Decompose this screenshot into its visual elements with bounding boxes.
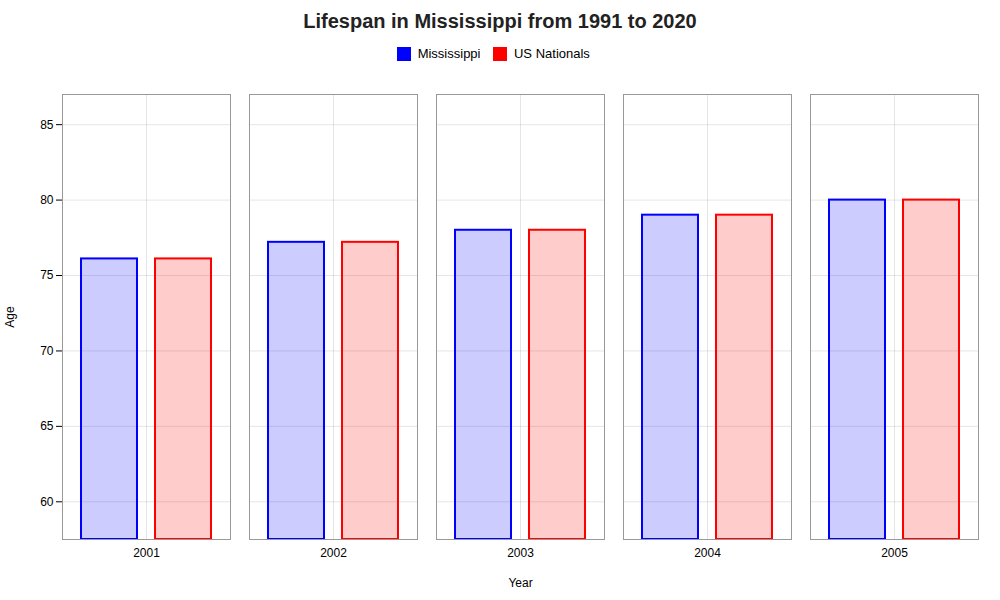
- svg-text:80: 80: [40, 192, 54, 206]
- html-text:Mississippi: Mississippi: [417, 46, 481, 61]
- html-text:Lifespan in Mississippi from 1: Lifespan in Mississippi from 1991 to 202…: [303, 10, 697, 32]
- svg-text:2001: 2001: [133, 546, 160, 560]
- svg-text:2002: 2002: [320, 546, 347, 560]
- svg-text:2004: 2004: [694, 546, 721, 560]
- svg-text:65: 65: [40, 419, 54, 433]
- svg-text:85: 85: [40, 117, 54, 131]
- svg-text:60: 60: [40, 494, 54, 508]
- svg-text:2005: 2005: [881, 546, 908, 560]
- svg-text:Age: Age: [3, 306, 17, 328]
- svg-text:2003: 2003: [507, 546, 534, 560]
- html-text:US Nationals: US Nationals: [514, 46, 590, 61]
- svg-text:Year: Year: [508, 575, 532, 589]
- svg-text:70: 70: [40, 343, 54, 357]
- svg-text:75: 75: [40, 268, 54, 282]
